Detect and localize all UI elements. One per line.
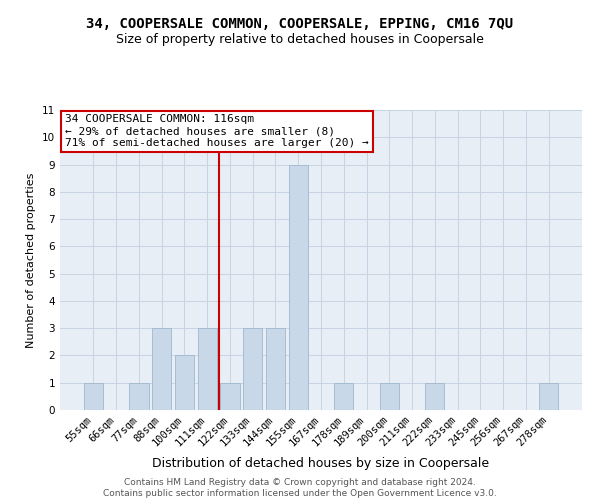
Bar — [539, 382, 558, 410]
Text: Size of property relative to detached houses in Coopersale: Size of property relative to detached ho… — [116, 32, 484, 46]
Bar — [84, 382, 103, 410]
Y-axis label: Number of detached properties: Number of detached properties — [26, 172, 37, 348]
Bar — [425, 382, 445, 410]
Bar — [129, 382, 149, 410]
Text: Contains HM Land Registry data © Crown copyright and database right 2024.
Contai: Contains HM Land Registry data © Crown c… — [103, 478, 497, 498]
X-axis label: Distribution of detached houses by size in Coopersale: Distribution of detached houses by size … — [152, 457, 490, 470]
Text: 34 COOPERSALE COMMON: 116sqm
← 29% of detached houses are smaller (8)
71% of sem: 34 COOPERSALE COMMON: 116sqm ← 29% of de… — [65, 114, 369, 148]
Bar — [175, 356, 194, 410]
Bar — [380, 382, 399, 410]
Bar — [289, 164, 308, 410]
Bar — [334, 382, 353, 410]
Bar — [243, 328, 262, 410]
Bar — [220, 382, 239, 410]
Bar — [266, 328, 285, 410]
Text: 34, COOPERSALE COMMON, COOPERSALE, EPPING, CM16 7QU: 34, COOPERSALE COMMON, COOPERSALE, EPPIN… — [86, 18, 514, 32]
Bar — [152, 328, 172, 410]
Bar — [197, 328, 217, 410]
